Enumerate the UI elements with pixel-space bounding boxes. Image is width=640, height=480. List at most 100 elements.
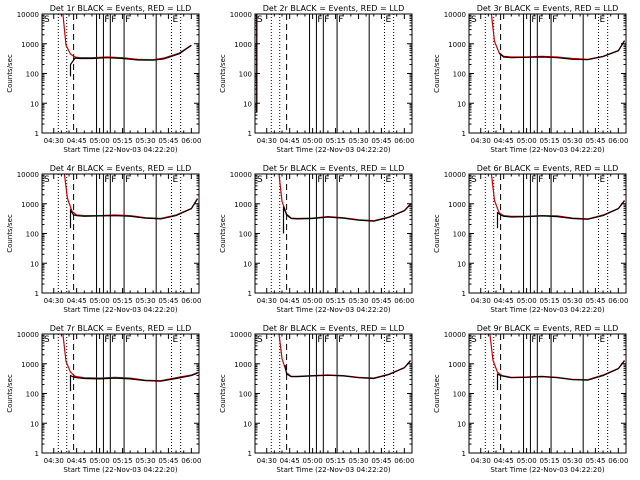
x-tick-label: 05:30 (562, 297, 582, 305)
y-tick-label: 100 (26, 231, 39, 239)
plot-frame (468, 13, 627, 134)
x-tick-label: 05:30 (135, 297, 155, 305)
chart-title: Det 5r BLACK = Events, RED = LLD (263, 164, 405, 173)
x-axis-label: Start Time (22-Nov-03 04:22:20) (276, 146, 390, 154)
x-tick-label: 05:30 (562, 137, 582, 145)
series-line (496, 360, 625, 391)
x-tick-label: 05:45 (585, 297, 605, 305)
marker-label: F (538, 15, 543, 25)
y-tick-label: 10000 (444, 171, 466, 179)
marker-label: F (531, 15, 536, 25)
marker-label: F (531, 335, 536, 345)
y-tick-label: 1 (462, 450, 466, 458)
plot-frame (468, 173, 627, 294)
x-tick-label: 04:45 (494, 457, 514, 465)
marker-label: F (552, 15, 557, 25)
x-tick-label: 05:15 (112, 457, 132, 465)
plot-frame (254, 13, 413, 134)
x-tick-label: 05:45 (371, 297, 391, 305)
x-tick-label: 06:00 (181, 457, 201, 465)
y-tick-label: 100 (453, 391, 466, 399)
marker-label: F (111, 175, 116, 185)
y-tick-label: 10 (30, 260, 39, 268)
y-tick-label: 10 (243, 100, 252, 108)
marker-label: S (471, 175, 477, 185)
marker-label: F (317, 175, 322, 185)
x-tick-label: 05:30 (135, 137, 155, 145)
marker-label: S (44, 175, 50, 185)
y-tick-label: 1000 (448, 361, 466, 369)
x-tick-label: 04:30 (257, 137, 277, 145)
y-tick-label: 100 (26, 71, 39, 79)
marker-label: F (338, 15, 343, 25)
marker-label: F (324, 335, 329, 345)
x-tick-label: 05:00 (90, 457, 110, 465)
marker-label: S (257, 175, 263, 185)
y-axis-label: Counts/sec (219, 374, 227, 413)
y-tick-label: 1 (462, 290, 466, 298)
x-tick-label: 04:45 (67, 297, 87, 305)
marker-label: E (172, 15, 178, 25)
series-line (496, 200, 625, 229)
x-tick-label: 05:00 (517, 457, 537, 465)
marker-label: S (44, 335, 50, 345)
y-tick-label: 10000 (17, 171, 39, 179)
marker-label: E (385, 15, 391, 25)
x-tick-label: 05:15 (325, 297, 345, 305)
y-tick-label: 1 (35, 290, 39, 298)
y-tick-label: 10 (243, 420, 252, 428)
marker-label: F (104, 175, 109, 185)
x-tick-label: 05:15 (539, 137, 559, 145)
x-tick-label: 06:00 (181, 137, 201, 145)
marker-label: S (471, 15, 477, 25)
marker-label: F (111, 15, 116, 25)
y-tick-label: 1000 (21, 361, 39, 369)
marker-label: F (111, 335, 116, 345)
chart-title: Det 7r BLACK = Events, RED = LLD (50, 324, 192, 333)
marker-label: S (257, 335, 263, 345)
marker-label: F (317, 335, 322, 345)
marker-label: E (385, 335, 391, 345)
x-tick-label: 04:30 (44, 457, 64, 465)
marker-label: F (538, 175, 543, 185)
marker-label: E (599, 175, 605, 185)
series-line (284, 360, 411, 380)
y-tick-label: 1 (462, 130, 466, 138)
x-tick-label: 05:30 (562, 457, 582, 465)
series-line (69, 198, 199, 229)
x-tick-label: 05:45 (371, 457, 391, 465)
y-tick-label: 1000 (448, 41, 466, 49)
plot-frame (254, 333, 413, 454)
x-tick-label: 06:00 (608, 457, 628, 465)
y-axis-label: Counts/sec (219, 54, 227, 93)
marker-label: F (324, 15, 329, 25)
x-tick-label: 04:45 (67, 457, 87, 465)
y-axis-label: Counts/sec (219, 214, 227, 253)
y-tick-label: 1 (248, 290, 252, 298)
x-tick-label: 05:15 (325, 137, 345, 145)
x-tick-label: 04:45 (494, 297, 514, 305)
x-tick-label: 05:30 (348, 137, 368, 145)
y-tick-label: 10000 (17, 11, 39, 19)
y-tick-label: 1 (35, 450, 39, 458)
x-tick-label: 04:30 (471, 457, 491, 465)
plot-frame (41, 173, 200, 294)
x-tick-label: 04:45 (280, 457, 300, 465)
chart-title: Det 2r BLACK = Events, RED = LLD (263, 4, 405, 13)
y-tick-label: 1 (35, 130, 39, 138)
series-line (69, 44, 192, 77)
y-tick-label: 1000 (234, 361, 252, 369)
x-tick-label: 05:45 (585, 457, 605, 465)
x-tick-label: 04:45 (67, 137, 87, 145)
y-tick-label: 10 (457, 420, 466, 428)
marker-label: E (172, 335, 178, 345)
marker-label: E (599, 15, 605, 25)
x-tick-label: 05:00 (517, 297, 537, 305)
x-tick-label: 04:30 (257, 457, 277, 465)
chart-title: Det 9r BLACK = Events, RED = LLD (477, 324, 619, 333)
marker-label: E (172, 175, 178, 185)
x-tick-label: 05:15 (539, 457, 559, 465)
